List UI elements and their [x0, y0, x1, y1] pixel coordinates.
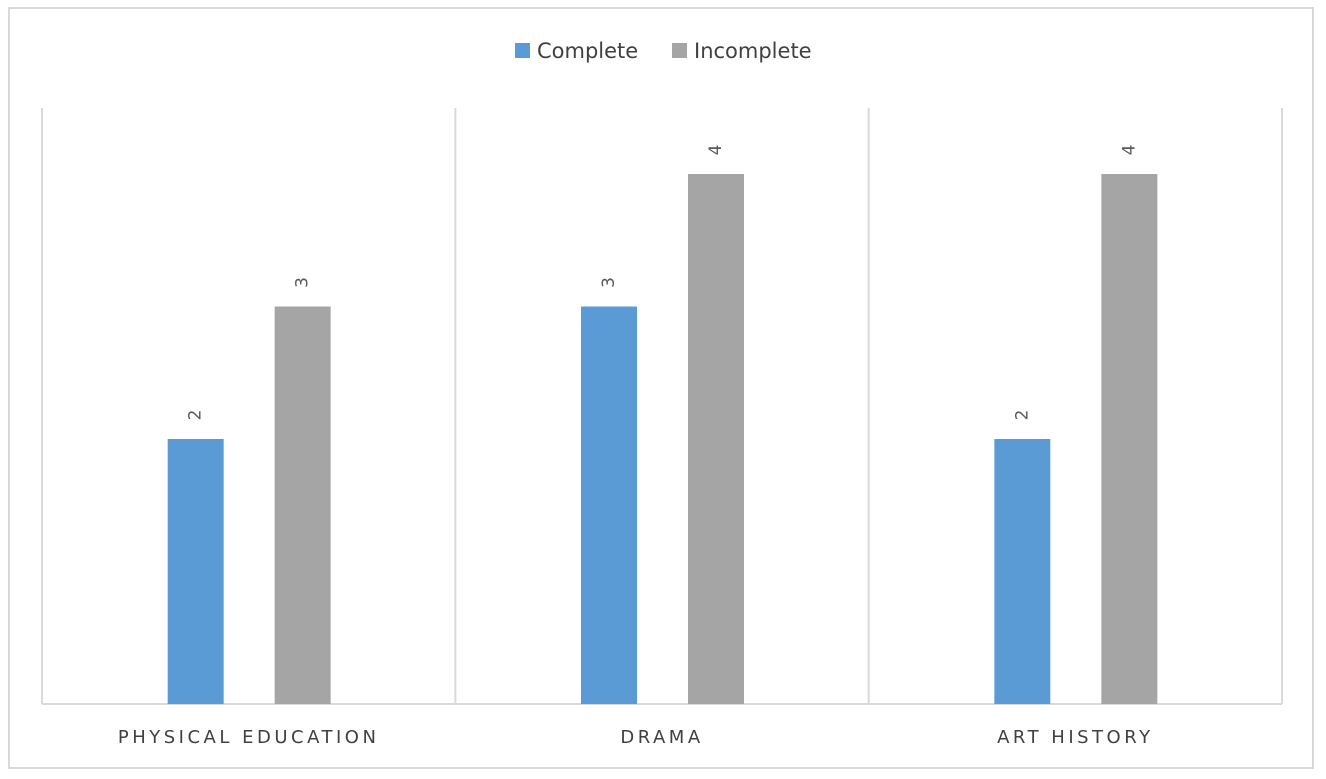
labels-group: 2 3 PHYSICAL EDUCATION 3 4 DRAMA 2 4 ART HISTORY: [118, 145, 1154, 748]
legend-swatch-incomplete: [672, 43, 687, 58]
bar-incomplete-drama: [688, 174, 744, 704]
data-label-complete-drama: 3: [599, 277, 619, 288]
chart-frame: [8, 7, 1314, 769]
bar-complete-drama: [581, 306, 637, 704]
bar-complete-art-history: [994, 439, 1051, 704]
legend-label-complete: Complete: [537, 39, 638, 63]
bar-incomplete-art-history: [1101, 174, 1158, 704]
legend-swatch-complete: [515, 43, 530, 58]
category-label-art-history: ART HISTORY: [997, 727, 1154, 748]
category-label-physical-education: PHYSICAL EDUCATION: [118, 727, 380, 748]
bar-complete-physical-education: [167, 439, 224, 704]
data-label-incomplete-drama: 4: [706, 145, 726, 156]
chart-axes: [41, 108, 1283, 705]
category-label-drama: DRAMA: [620, 727, 703, 748]
legend: Complete Incomplete: [515, 39, 812, 63]
legend-label-incomplete: Incomplete: [694, 39, 812, 63]
data-label-incomplete-physical-education: 3: [293, 277, 313, 288]
bars-group: [167, 174, 1158, 704]
data-label-incomplete-art-history: 4: [1119, 145, 1139, 156]
data-label-complete-physical-education: 2: [186, 410, 206, 421]
data-label-complete-art-history: 2: [1012, 410, 1032, 421]
bar-incomplete-physical-education: [274, 306, 331, 704]
